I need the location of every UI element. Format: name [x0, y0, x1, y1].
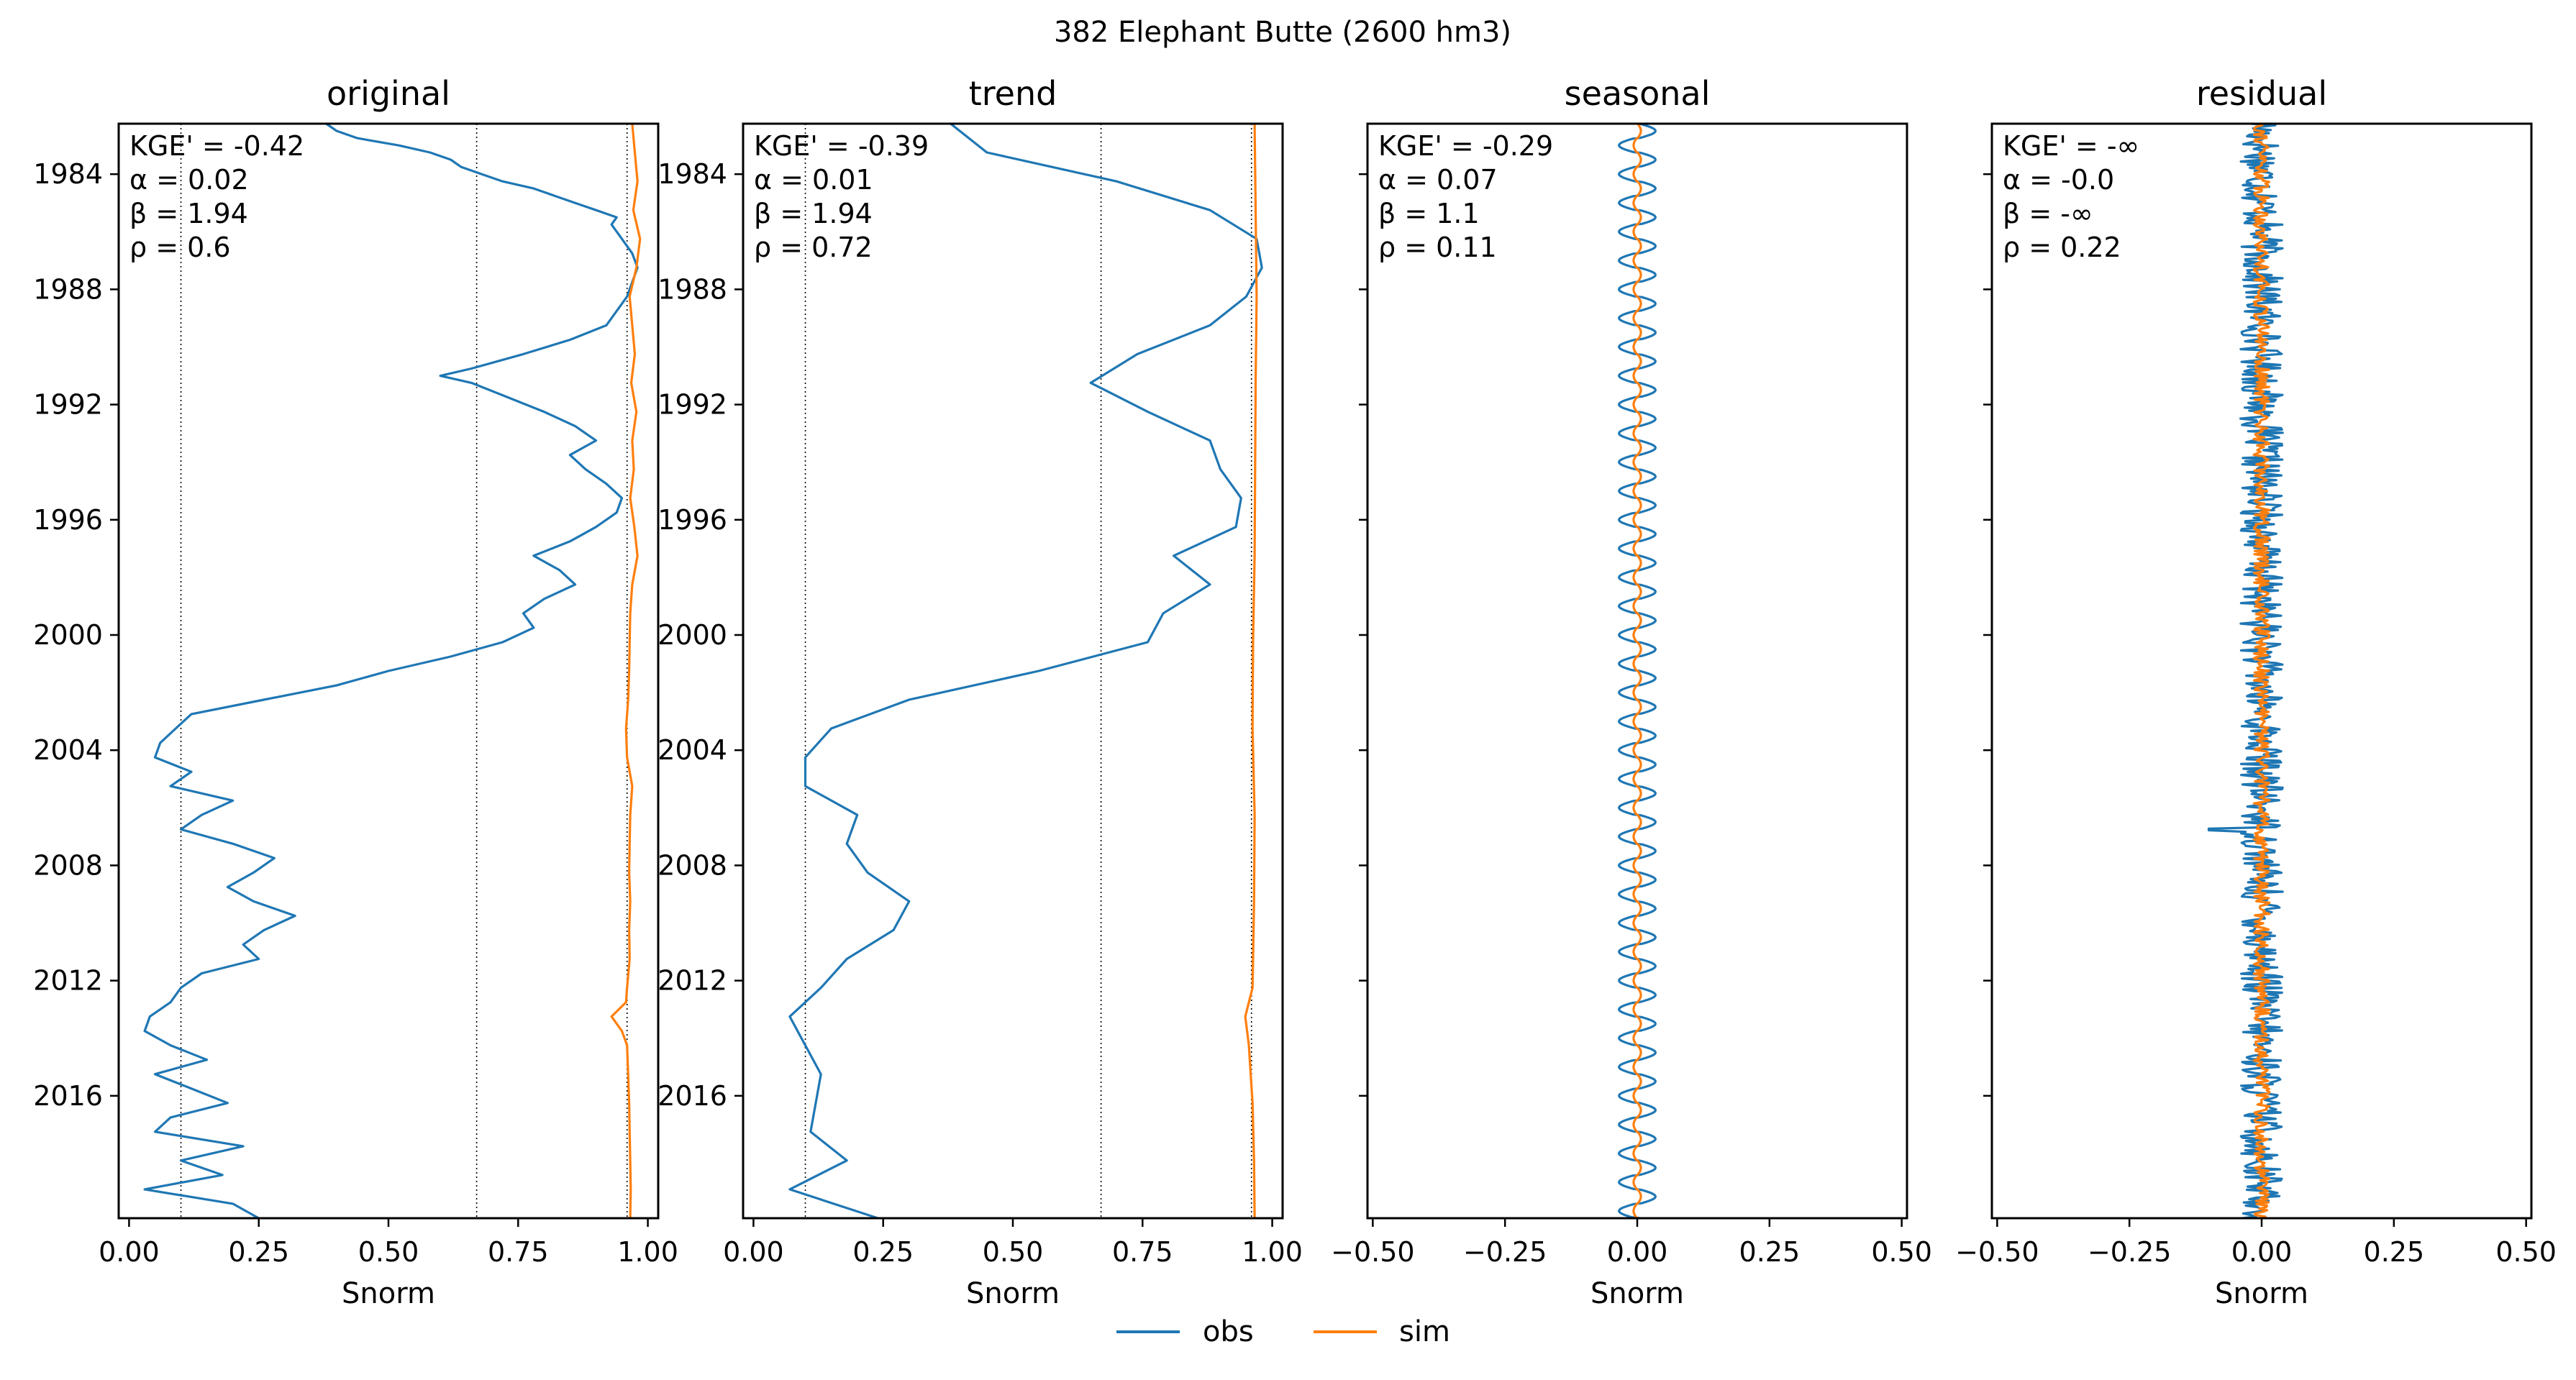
subplot-title: trend — [969, 74, 1057, 113]
x-tick-label: 0.25 — [1739, 1236, 1801, 1268]
subplot-trend: trend 0.00 0.25 0.50 0.75 1.00 1984 1988 1992 19… — [657, 74, 1303, 1310]
x-tick-label: 0.50 — [358, 1236, 419, 1268]
x-tick-label: 0.25 — [2364, 1236, 2425, 1268]
stat-rho: ρ = 0.6 — [129, 232, 231, 263]
stat-alpha: α = 0.02 — [129, 164, 249, 196]
x-tick-label: −0.25 — [1463, 1236, 1547, 1268]
x-axis-label: Snorm — [2215, 1277, 2308, 1310]
stats-box: KGE' = -0.29 α = 0.07 β = 1.1 ρ = 0.11 — [1378, 130, 1553, 263]
stat-beta: β = -∞ — [2003, 198, 2093, 229]
y-tick-label: 1996 — [657, 504, 727, 536]
subplot-original: original 0.00 0.25 0.50 0.75 1.00 1984 1988 199… — [33, 74, 678, 1310]
legend: obs sim — [1116, 1315, 1450, 1348]
x-axis-label: Snorm — [966, 1277, 1060, 1310]
x-axis-label: Snorm — [1590, 1277, 1684, 1310]
stat-alpha: α = -0.0 — [2003, 164, 2114, 196]
subplot-title: residual — [2196, 74, 2327, 113]
x-tick-label: 0.00 — [99, 1236, 160, 1268]
legend-obs-label: obs — [1203, 1315, 1254, 1348]
figure-suptitle: 382 Elephant Butte (2600 hm3) — [1054, 16, 1511, 49]
x-tick-label: 1.00 — [617, 1236, 678, 1268]
x-tick-label: 0.50 — [983, 1236, 1044, 1268]
series-line-sim — [1244, 123, 1258, 1219]
series-line-obs — [143, 122, 639, 1220]
series-line-obs — [2207, 122, 2284, 1220]
y-tick-label: 1992 — [33, 389, 103, 421]
y-tick-label: 2016 — [33, 1080, 103, 1112]
stat-beta: β = 1.94 — [129, 198, 248, 229]
stat-kge: KGE' = -∞ — [2003, 130, 2139, 162]
y-tick-label: 1988 — [33, 273, 103, 305]
series-line-obs — [788, 122, 1263, 1220]
x-axis-label: Snorm — [342, 1277, 435, 1310]
x-tick-label: 0.00 — [1607, 1236, 1668, 1268]
series-line-sim — [2252, 122, 2271, 1219]
series-line-sim — [1632, 123, 1642, 1220]
x-tick-label: 0.50 — [1871, 1236, 1932, 1268]
stat-kge: KGE' = -0.39 — [754, 130, 929, 162]
plot-frame — [117, 122, 660, 1220]
y-tick-label: 1992 — [657, 389, 727, 421]
plot-frame — [1366, 122, 1908, 1220]
x-tick-label: −0.25 — [2088, 1236, 2171, 1268]
y-tick-label: 2012 — [657, 965, 727, 997]
stat-beta: β = 1.1 — [1378, 198, 1480, 229]
series-line-obs — [1618, 122, 1657, 1220]
stat-alpha: α = 0.07 — [1378, 164, 1498, 196]
stat-kge: KGE' = -0.42 — [129, 130, 304, 162]
x-tick-label: 0.25 — [852, 1236, 914, 1268]
stat-kge: KGE' = -0.29 — [1378, 130, 1553, 162]
subplot-title: original — [327, 74, 450, 113]
legend-sim-label: sim — [1399, 1315, 1450, 1348]
y-tick-label: 2000 — [33, 619, 103, 651]
y-tick-label: 2008 — [33, 849, 103, 881]
x-tick-label: 0.50 — [2495, 1236, 2557, 1268]
y-tick-label: 2012 — [33, 965, 103, 997]
stat-rho: ρ = 0.72 — [754, 232, 873, 263]
x-tick-label: 0.75 — [1112, 1236, 1173, 1268]
y-tick-label: 1984 — [33, 158, 103, 190]
stat-rho: ρ = 0.22 — [2003, 232, 2121, 263]
stat-beta: β = 1.94 — [754, 198, 873, 229]
x-tick-label: 0.00 — [723, 1236, 784, 1268]
subplot-residual: residual −0.50 −0.25 0.00 0.25 0.50 Snorm KG… — [1955, 74, 2557, 1310]
stats-box: KGE' = -0.42 α = 0.02 β = 1.94 ρ = 0.6 — [129, 130, 304, 263]
stat-alpha: α = 0.01 — [754, 164, 873, 196]
x-tick-label: 0.00 — [2231, 1236, 2293, 1268]
y-tick-label: 2016 — [657, 1080, 727, 1112]
stats-box: KGE' = -∞ α = -0.0 β = -∞ ρ = 0.22 — [2003, 130, 2139, 263]
y-tick-label: 2000 — [657, 619, 727, 651]
y-tick-label: 1996 — [33, 504, 103, 536]
y-tick-label: 1988 — [657, 273, 727, 305]
plot-frame — [1990, 122, 2533, 1220]
x-tick-label: 0.75 — [488, 1236, 549, 1268]
subplot-title: seasonal — [1565, 74, 1711, 113]
subplot-seasonal: seasonal −0.50 −0.25 0.00 0.25 0.50 Snorm KG… — [1331, 74, 1932, 1310]
x-tick-label: −0.50 — [1331, 1236, 1414, 1268]
y-tick-label: 1984 — [657, 158, 727, 190]
stats-box: KGE' = -0.39 α = 0.01 β = 1.94 ρ = 0.72 — [754, 130, 929, 263]
x-tick-label: 1.00 — [1242, 1236, 1303, 1268]
x-tick-label: 0.25 — [228, 1236, 289, 1268]
x-tick-label: −0.50 — [1955, 1236, 2039, 1268]
plot-frame — [742, 122, 1284, 1220]
series-line-sim — [610, 123, 642, 1219]
y-tick-label: 2004 — [33, 734, 103, 766]
y-tick-label: 2008 — [657, 849, 727, 881]
stat-rho: ρ = 0.11 — [1378, 232, 1497, 263]
y-tick-label: 2004 — [657, 734, 727, 766]
